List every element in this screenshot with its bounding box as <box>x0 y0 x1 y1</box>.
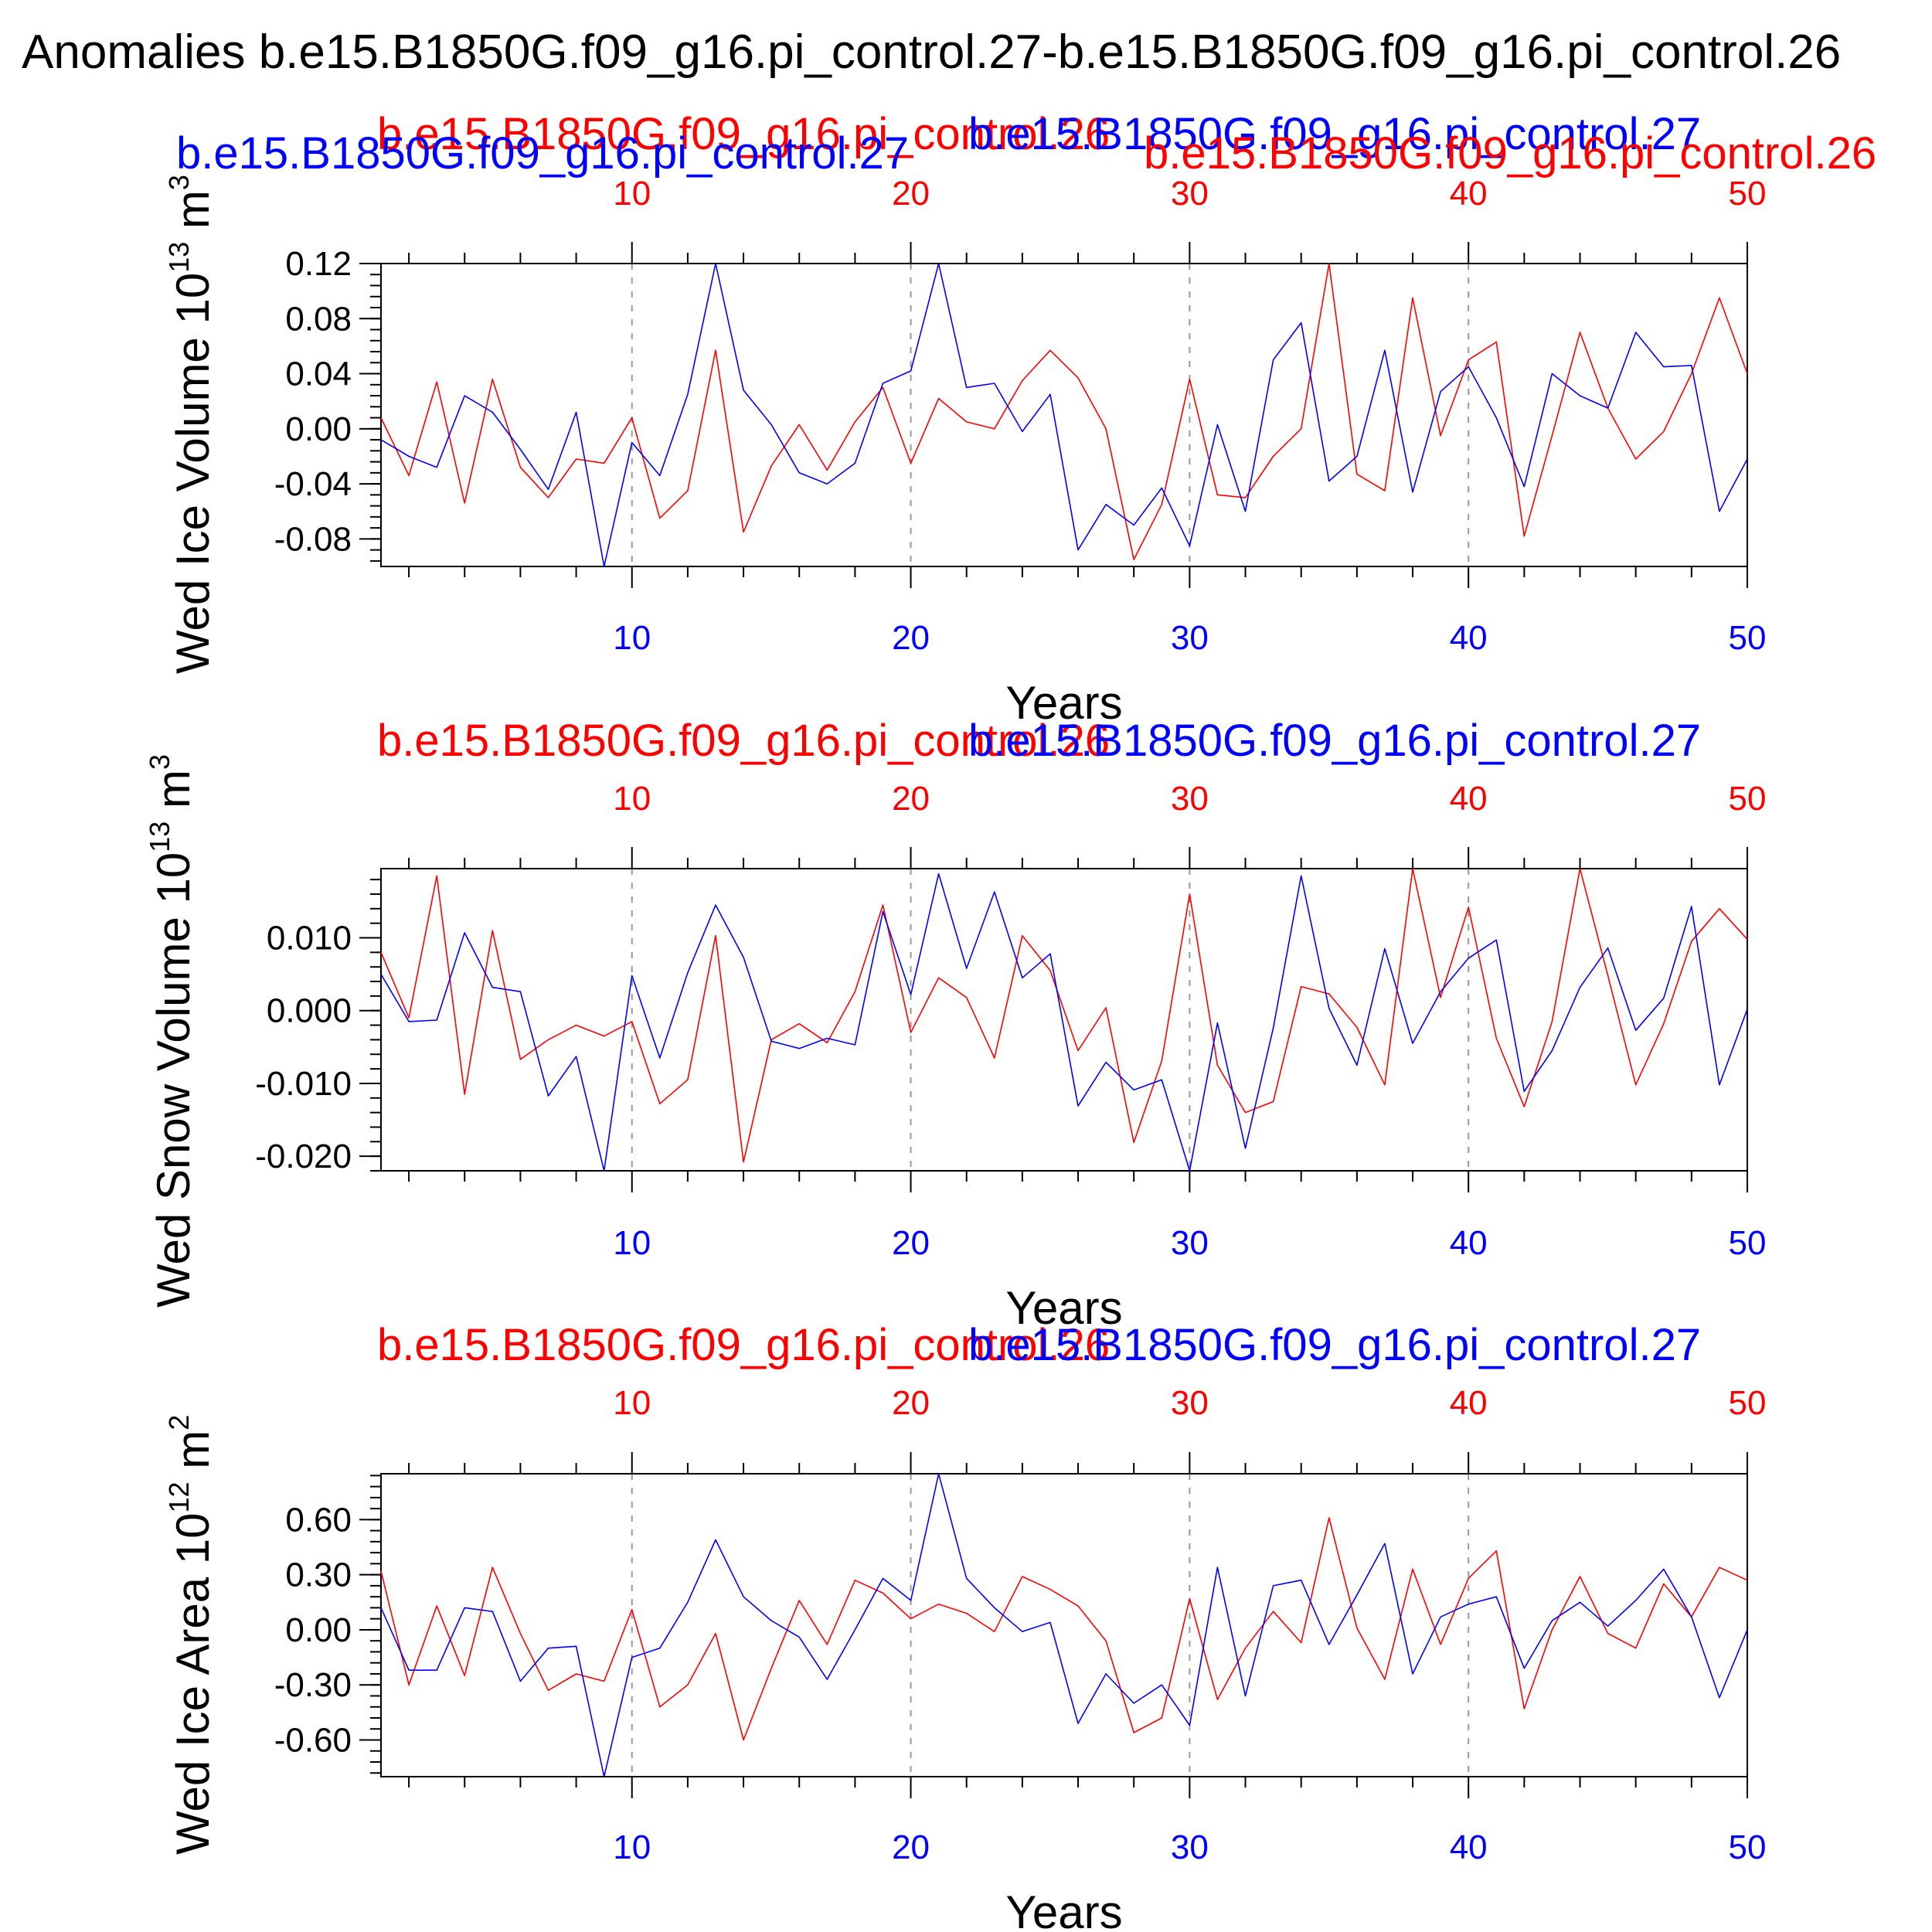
y-tick-label: 0.010 <box>267 920 352 957</box>
panel2-series-label-27: b.e15.B1850G.f09_g16.pi_control.27 <box>968 716 1701 766</box>
panel3-series-label-27: b.e15.B1850G.f09_g16.pi_control.27 <box>968 1320 1701 1370</box>
series-line <box>380 1473 1748 1777</box>
x-axis-label: Years <box>1005 677 1122 729</box>
bottom-x-tick-label: 30 <box>1171 1828 1209 1866</box>
bottom-x-tick-label: 50 <box>1729 1224 1767 1262</box>
y-tick-label: -0.04 <box>274 465 352 503</box>
bottom-x-tick-label: 10 <box>613 1828 651 1866</box>
series-line <box>380 868 1748 1163</box>
bottom-x-tick-label: 30 <box>1171 1224 1209 1262</box>
top-x-tick-label: 30 <box>1171 780 1209 818</box>
top-x-tick-label: 30 <box>1171 1384 1209 1422</box>
plot-frame <box>380 1473 1748 1777</box>
panel1-extra-label-26: b.e15.B1850G.f09_g16.pi_control.26 <box>1144 128 1876 179</box>
y-tick-label: 0.60 <box>285 1501 352 1539</box>
bottom-x-tick-label: 20 <box>892 1224 930 1262</box>
y-tick-label: -0.010 <box>255 1065 352 1103</box>
ice-area-y-label: Wed Ice Area 1012 m2 <box>163 1415 219 1855</box>
bottom-x-tick-label: 40 <box>1450 619 1488 657</box>
bottom-x-tick-label: 50 <box>1729 619 1767 657</box>
y-tick-label: 0.00 <box>285 410 352 448</box>
bottom-x-tick-label: 10 <box>613 1224 651 1262</box>
series-line <box>380 1517 1748 1741</box>
bottom-x-tick-label: 40 <box>1450 1224 1488 1262</box>
snow-volume-y-label: Wed Snow Volume 1013 m3 <box>144 754 199 1308</box>
top-x-tick-label: 50 <box>1729 780 1767 818</box>
series-line <box>380 872 1748 1172</box>
ice-area-plot: 10 10 20 20 30 30 40 40 50 50 0.60 0.30 0.00 -0.30 -0.… <box>274 1384 1767 1932</box>
plot-frame <box>380 868 1748 1172</box>
panel1-series-label-26-overlap: b.e15.B1850G.f09_g16.pi_control.26 <box>377 109 1110 159</box>
bottom-x-tick-label: 20 <box>892 619 930 657</box>
top-x-tick-label: 50 <box>1729 175 1767 213</box>
y-tick-label: 0.04 <box>285 355 352 393</box>
y-tick-label: 0.08 <box>285 300 352 338</box>
bottom-x-tick-label: 40 <box>1450 1828 1488 1866</box>
x-axis-label: Years <box>1005 1886 1122 1932</box>
panel1-series-label-27-overlap: b.e15.B1850G.f09_g16.pi_control.27 <box>968 109 1701 159</box>
y-tick-label: -0.020 <box>255 1138 352 1175</box>
figure-title: Anomalies b.e15.B1850G.f09_g16.pi_contro… <box>22 26 1841 79</box>
snow-volume-plot: 10 10 20 20 30 30 40 40 50 50 0.010 0.000 -0.010 -0.0… <box>255 780 1766 1334</box>
top-x-tick-label: 20 <box>892 780 930 818</box>
x-axis-label: Years <box>1005 1282 1122 1334</box>
plot-frame <box>380 263 1748 567</box>
top-x-tick-label: 20 <box>892 1384 930 1422</box>
top-x-tick-label: 20 <box>892 175 930 213</box>
panel-snow-volume: b.e15.B1850G.f09_g16.pi_control.26 b.e15… <box>144 716 1766 1334</box>
panel3-series-label-26: b.e15.B1850G.f09_g16.pi_control.26 <box>377 1320 1110 1370</box>
y-tick-label: -0.60 <box>274 1721 352 1759</box>
top-x-tick-label: 30 <box>1171 175 1209 213</box>
y-tick-label: 0.000 <box>267 992 352 1030</box>
series-line <box>380 263 1748 567</box>
top-x-tick-label: 10 <box>613 1384 651 1422</box>
y-tick-label: 0.30 <box>285 1556 352 1594</box>
ice-volume-plot: 10 10 20 20 30 30 40 40 50 50 0.12 0.08 0.04 0.00 -0.0… <box>274 175 1767 729</box>
series-line <box>380 263 1748 560</box>
panel-ice-volume: b.e15.B1850G.f09_g16.pi_control.26 b.e15… <box>163 109 1876 729</box>
top-x-tick-label: 10 <box>613 780 651 818</box>
y-tick-label: -0.08 <box>274 520 352 558</box>
top-x-tick-label: 40 <box>1450 780 1488 818</box>
top-x-tick-label: 50 <box>1729 1384 1767 1422</box>
panel-ice-area: b.e15.B1850G.f09_g16.pi_control.26 b.e15… <box>163 1320 1766 1932</box>
bottom-x-tick-label: 50 <box>1729 1828 1767 1866</box>
panel1-extra-label-27: b.e15.B1850G.f09_g16.pi_control.27 <box>176 128 909 179</box>
top-x-tick-label: 40 <box>1450 175 1488 213</box>
top-x-tick-label: 40 <box>1450 1384 1488 1422</box>
top-x-tick-label: 10 <box>613 175 651 213</box>
y-tick-label: 0.00 <box>285 1611 352 1649</box>
y-tick-label: 0.12 <box>285 245 352 283</box>
y-tick-label: -0.30 <box>274 1666 352 1704</box>
bottom-x-tick-label: 10 <box>613 619 651 657</box>
ice-volume-y-label: Wed Ice Volume 1013 m3 <box>163 175 219 674</box>
bottom-x-tick-label: 20 <box>892 1828 930 1866</box>
panel2-series-label-26: b.e15.B1850G.f09_g16.pi_control.26 <box>377 716 1110 766</box>
bottom-x-tick-label: 30 <box>1171 619 1209 657</box>
